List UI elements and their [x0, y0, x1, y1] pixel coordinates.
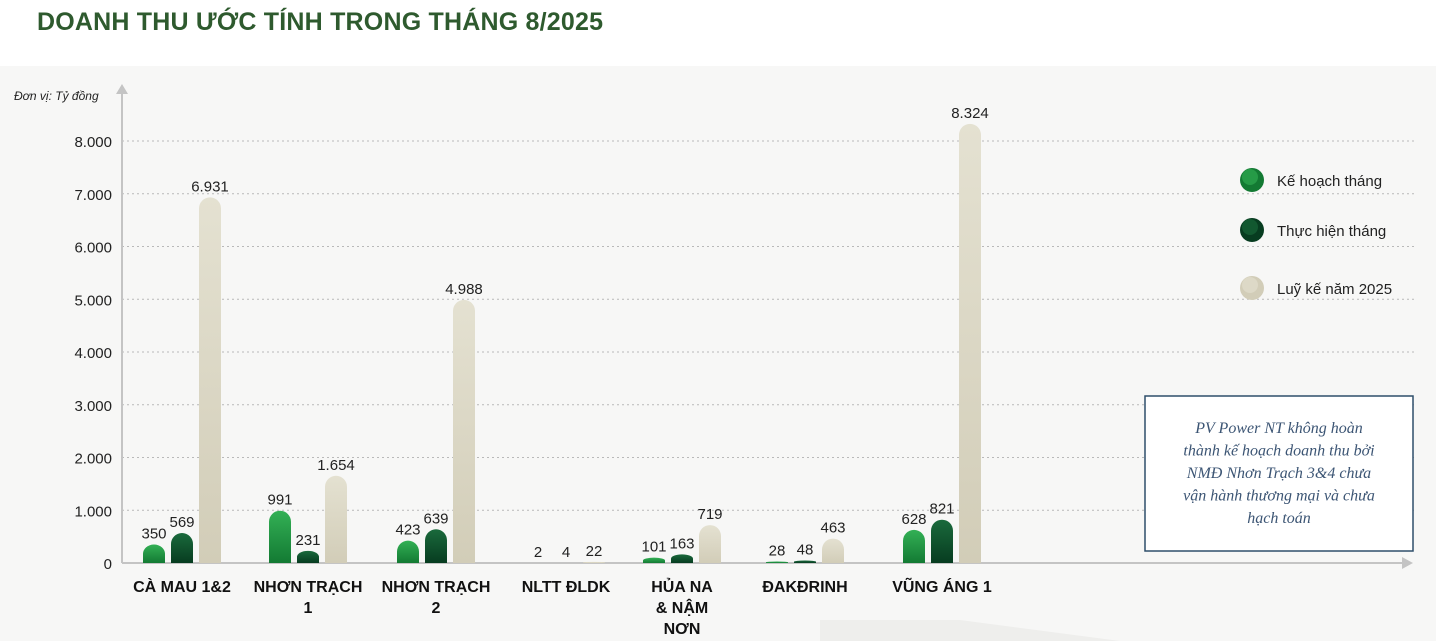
- data-label: 639: [423, 510, 448, 527]
- data-label: 4.988: [445, 281, 483, 298]
- category-label-line: 2: [432, 600, 441, 617]
- y-tick-label: 7.000: [74, 187, 112, 204]
- bar-luy-ke: [583, 561, 605, 563]
- bar-thuc-hien: [425, 529, 447, 563]
- data-label: 719: [697, 506, 722, 523]
- data-label: 28: [769, 543, 786, 560]
- category-label-line: NHƠN TRẠCH: [382, 579, 491, 596]
- title-band: [0, 0, 1436, 66]
- page-title: DOANH THU ƯỚC TÍNH TRONG THÁNG 8/2025: [37, 8, 604, 36]
- bar-ke-hoach: [143, 544, 165, 563]
- y-tick-label: 6.000: [74, 240, 112, 257]
- note-line: PV Power NT không hoàn: [1194, 420, 1362, 437]
- category-label: VŨNG ÁNG 1: [892, 576, 992, 596]
- bar-ke-hoach: [397, 540, 419, 563]
- bar-ke-hoach: [903, 529, 925, 563]
- data-label: 991: [267, 492, 292, 509]
- legend-label: Kế hoạch tháng: [1277, 173, 1382, 190]
- bar-ke-hoach: [643, 557, 665, 563]
- category-label-line: CÀ MAU 1&2: [133, 577, 231, 596]
- data-label: 4: [562, 544, 570, 561]
- category-label: CÀ MAU 1&2: [133, 577, 231, 596]
- bar-luy-ke: [325, 475, 347, 563]
- decorative-band: [820, 620, 1120, 641]
- y-tick-label: 8.000: [74, 134, 112, 151]
- y-tick-label: 1.000: [74, 503, 112, 520]
- data-label: 628: [901, 511, 926, 528]
- data-label: 101: [641, 539, 666, 556]
- category-label: NLTT ĐLDK: [522, 579, 611, 596]
- data-label: 163: [669, 535, 694, 552]
- note-line: hạch toán: [1247, 510, 1311, 527]
- data-label: 2: [534, 544, 542, 561]
- data-label: 8.324: [951, 105, 989, 122]
- note-line: NMĐ Nhơn Trạch 3&4 chưa: [1186, 465, 1371, 482]
- bar-thuc-hien: [794, 560, 816, 563]
- data-label: 423: [395, 522, 420, 539]
- category-label-line: NƠN: [664, 621, 701, 638]
- data-label: 463: [820, 520, 845, 537]
- data-label: 22: [586, 543, 603, 560]
- category-label-line: ĐAKĐRINH: [762, 579, 847, 596]
- unit-label: Đơn vị: Tỷ đồng: [14, 89, 99, 103]
- y-tick-label: 0: [104, 556, 112, 573]
- category-label: NHƠN TRẠCH 1: [254, 579, 363, 617]
- data-label: 1.654: [317, 457, 355, 474]
- bar-luy-ke: [199, 197, 221, 563]
- data-label: 569: [169, 514, 194, 531]
- legend-marker-highlight: [1242, 277, 1258, 293]
- category-label-line: NHƠN TRẠCH: [254, 579, 363, 596]
- bar-thuc-hien: [297, 550, 319, 563]
- legend-marker-highlight: [1242, 169, 1258, 185]
- category-label: HỦA NA & NẬM NƠN: [651, 577, 713, 638]
- bar-thuc-hien: [171, 532, 193, 563]
- category-label-line: HỦA NA: [651, 577, 713, 596]
- bar-luy-ke: [822, 538, 844, 563]
- category-label-line: NLTT ĐLDK: [522, 579, 611, 596]
- legend-label: Thực hiện tháng: [1277, 223, 1386, 240]
- bar-ke-hoach: [269, 510, 291, 563]
- x-axis-arrow: [1402, 557, 1413, 569]
- y-tick-label: 2.000: [74, 451, 112, 468]
- data-label: 821: [929, 501, 954, 518]
- category-label-line: VŨNG ÁNG 1: [892, 576, 992, 596]
- note-line: thành kế hoạch doanh thu bởi: [1183, 443, 1374, 460]
- category-label: NHƠN TRẠCH 2: [382, 579, 491, 617]
- bar-ke-hoach: [766, 561, 788, 563]
- data-label: 350: [141, 526, 166, 543]
- y-tick-label: 5.000: [74, 292, 112, 309]
- bar-thuc-hien: [671, 554, 693, 563]
- legend-label: Luỹ kế năm 2025: [1277, 281, 1392, 298]
- y-tick-label: 3.000: [74, 398, 112, 415]
- y-axis-arrow: [116, 84, 128, 94]
- note-box: [1144, 395, 1414, 552]
- category-label-line: & NẬM: [656, 598, 708, 617]
- category-label-line: 1: [304, 600, 313, 617]
- data-label: 231: [295, 532, 320, 549]
- bar-luy-ke: [959, 123, 981, 564]
- bar-luy-ke: [453, 299, 475, 563]
- bar-luy-ke: [699, 525, 721, 563]
- legend-marker-highlight: [1242, 219, 1258, 235]
- bar-thuc-hien: [931, 519, 953, 563]
- data-label: 48: [797, 541, 814, 558]
- category-label: ĐAKĐRINH: [762, 579, 847, 596]
- y-tick-label: 4.000: [74, 345, 112, 362]
- note-line: vận hành thương mại và chưa: [1183, 488, 1375, 505]
- data-label: 6.931: [191, 178, 229, 195]
